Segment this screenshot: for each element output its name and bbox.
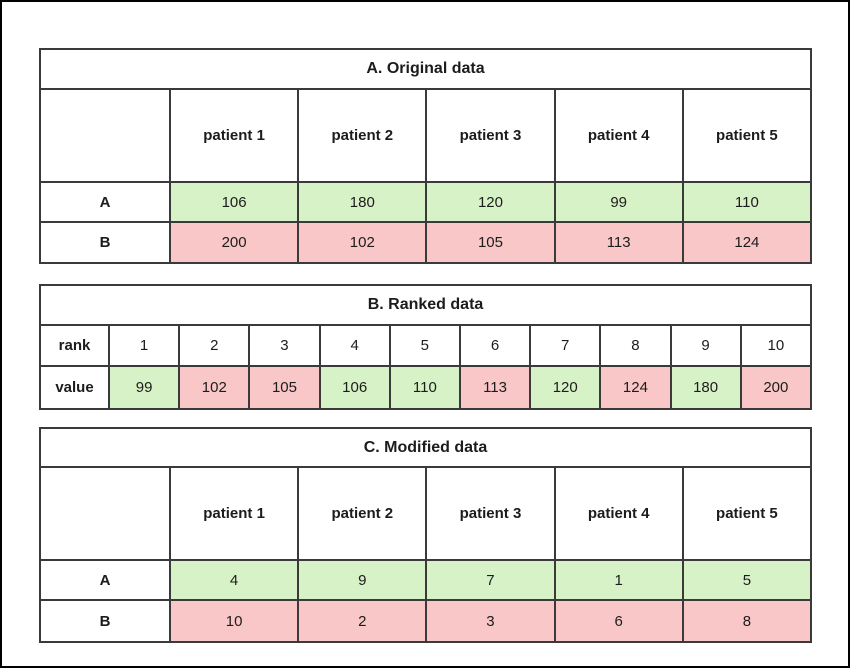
value-cell-7: 120	[529, 365, 602, 410]
cell-b-patient-3: 3	[425, 599, 556, 643]
modified-data-table: C. Modified data patient 1 patient 2 pat…	[39, 427, 813, 643]
panel-c-title: C. Modified data	[39, 427, 812, 468]
panel-b-value-row: value 99 102 105 106 110 113 120 124 180…	[39, 365, 813, 410]
col-header-patient-4: patient 4	[553, 466, 684, 561]
value-cell-3: 105	[248, 365, 321, 410]
cell-a-patient-1: 4	[168, 559, 300, 601]
cell-b-patient-3: 105	[425, 221, 556, 264]
panel-c-header-row: patient 1 patient 2 patient 3 patient 4 …	[39, 466, 813, 561]
panel-a-row-b: B 200 102 105 113 124	[39, 221, 813, 264]
panel-b-title: B. Ranked data	[39, 284, 812, 326]
rank-cell-1: 1	[107, 324, 181, 367]
rank-cell-7: 7	[529, 324, 602, 367]
cell-b-patient-5: 124	[681, 221, 813, 264]
col-header-patient-3: patient 3	[425, 88, 556, 183]
cell-b-patient-5: 8	[681, 599, 813, 643]
panel-c-corner-cell	[39, 466, 171, 561]
rank-cell-9: 9	[669, 324, 742, 367]
value-cell-4: 106	[318, 365, 391, 410]
value-row-label: value	[39, 365, 110, 410]
panel-a-corner-cell	[39, 88, 171, 183]
panel-c-title-row: C. Modified data	[39, 427, 812, 468]
value-cell-1: 99	[107, 365, 181, 410]
rank-cell-6: 6	[458, 324, 532, 367]
cell-a-patient-5: 110	[681, 181, 813, 223]
value-cell-8: 124	[599, 365, 672, 410]
value-cell-10: 200	[739, 365, 813, 410]
cell-a-patient-2: 9	[297, 559, 428, 601]
rank-cell-5: 5	[388, 324, 461, 367]
cell-b-patient-2: 2	[297, 599, 428, 643]
row-label-b: B	[39, 221, 171, 264]
panel-b-title-row: B. Ranked data	[39, 284, 812, 326]
cell-a-patient-2: 180	[297, 181, 428, 223]
col-header-patient-2: patient 2	[297, 88, 428, 183]
value-cell-6: 113	[458, 365, 532, 410]
col-header-patient-5: patient 5	[681, 88, 813, 183]
panel-c-row-b: B 10 2 3 6 8	[39, 599, 813, 643]
value-cell-9: 180	[669, 365, 742, 410]
col-header-patient-5: patient 5	[681, 466, 813, 561]
rank-cell-3: 3	[248, 324, 321, 367]
col-header-patient-1: patient 1	[168, 466, 300, 561]
rank-cell-2: 2	[178, 324, 251, 367]
col-header-patient-4: patient 4	[553, 88, 684, 183]
panel-a-header-row: patient 1 patient 2 patient 3 patient 4 …	[39, 88, 813, 183]
original-data-table: A. Original data patient 1 patient 2 pat…	[39, 48, 813, 264]
cell-a-patient-1: 106	[168, 181, 300, 223]
cell-a-patient-3: 120	[425, 181, 556, 223]
rank-cell-8: 8	[599, 324, 672, 367]
cell-b-patient-2: 102	[297, 221, 428, 264]
value-cell-5: 110	[388, 365, 461, 410]
row-label-a: A	[39, 181, 171, 223]
panel-b-rank-row: rank 1 2 3 4 5 6 7 8 9 10	[39, 324, 813, 367]
cell-a-patient-5: 5	[681, 559, 813, 601]
cell-b-patient-1: 10	[168, 599, 300, 643]
cell-a-patient-4: 99	[553, 181, 684, 223]
cell-a-patient-4: 1	[553, 559, 684, 601]
panel-a-title-row: A. Original data	[39, 48, 812, 90]
panel-a-row-a: A 106 180 120 99 110	[39, 181, 813, 223]
rank-row-label: rank	[39, 324, 110, 367]
col-header-patient-3: patient 3	[425, 466, 556, 561]
cell-b-patient-1: 200	[168, 221, 300, 264]
panel-a-title: A. Original data	[39, 48, 812, 90]
cell-a-patient-3: 7	[425, 559, 556, 601]
ranked-data-table: B. Ranked data rank 1 2 3 4 5 6 7 8 9 10…	[39, 284, 813, 410]
col-header-patient-2: patient 2	[297, 466, 428, 561]
value-cell-2: 102	[178, 365, 251, 410]
cell-b-patient-4: 113	[553, 221, 684, 264]
col-header-patient-1: patient 1	[168, 88, 300, 183]
panel-c-row-a: A 4 9 7 1 5	[39, 559, 813, 601]
rank-cell-10: 10	[739, 324, 813, 367]
figure-frame: A. Original data patient 1 patient 2 pat…	[2, 2, 848, 643]
rank-cell-4: 4	[318, 324, 391, 367]
cell-b-patient-4: 6	[553, 599, 684, 643]
row-label-a: A	[39, 559, 171, 601]
row-label-b: B	[39, 599, 171, 643]
